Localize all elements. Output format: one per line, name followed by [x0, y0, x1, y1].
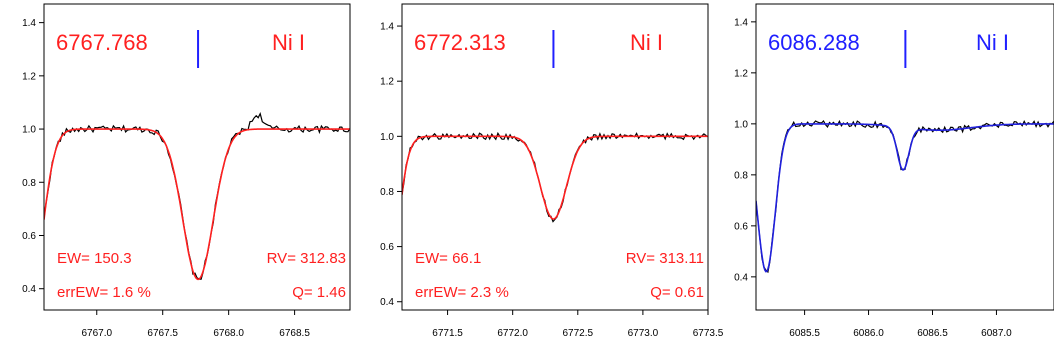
y-tick-label: 1.4: [380, 22, 394, 33]
x-tick-label: 6772.0: [497, 328, 528, 339]
y-tick-label: 0.8: [380, 187, 394, 198]
quality-label: Q= 0.61: [650, 284, 704, 301]
plot-frame: [43, 3, 351, 311]
x-tick-label: 6086.0: [853, 328, 884, 339]
y-tick-label: 1.2: [380, 77, 394, 88]
x-tick-label: 6086.5: [917, 328, 948, 339]
y-tick-label: 0.8: [734, 170, 748, 181]
ew-error-label: errEW= 1.6 %: [57, 284, 151, 301]
plot-frame: [401, 3, 709, 311]
line-wavelength-label: 6086.288: [768, 30, 860, 55]
y-tick-label: 0.4: [734, 272, 748, 283]
fit-curve-line: [756, 123, 1054, 273]
y-tick-label: 1.2: [734, 68, 748, 79]
observed-spectrum-line: [44, 112, 350, 280]
y-tick-label: 1.0: [734, 119, 748, 130]
y-tick-label: 0.6: [380, 242, 394, 253]
species-label: Ni I: [272, 30, 305, 55]
x-tick-label: 6768.0: [213, 328, 244, 339]
line-wavelength-label: 6772.313: [414, 30, 506, 55]
x-tick-label: 6085.5: [789, 328, 820, 339]
spectrum-panel-1: 0.4 0.6 0.8 1.0 1.2 1.4 6767.0 6767.5 6768.0 6768…: [22, 3, 351, 339]
x-tick-label: 6771.5: [432, 328, 463, 339]
ew-error-label: errEW= 2.3 %: [415, 284, 509, 301]
x-tick-label: 6773.5: [693, 328, 724, 339]
y-tick-label: 1.4: [734, 17, 748, 28]
y-tick-label: 0.4: [22, 284, 36, 295]
y-tick-label: 1.0: [380, 132, 394, 143]
x-tick-label: 6768.5: [279, 328, 310, 339]
observed-spectrum-line: [756, 119, 1054, 274]
equivalent-width-label: EW= 150.3: [57, 250, 132, 267]
radial-velocity-label: RV= 313.11: [626, 250, 704, 267]
quality-label: Q= 1.46: [292, 284, 346, 301]
x-tick-label: 6772.5: [562, 328, 593, 339]
y-tick-label: 0.8: [22, 178, 36, 189]
fit-curve-line: [402, 135, 708, 220]
y-tick-label: 1.2: [22, 71, 36, 82]
radial-velocity-label: RV= 312.83: [267, 250, 346, 267]
species-label: Ni I: [976, 30, 1009, 55]
plot-frame: [755, 3, 1054, 311]
y-tick-label: 1.4: [22, 18, 36, 29]
equivalent-width-label: EW= 66.1: [415, 250, 481, 267]
y-tick-label: 0.6: [734, 221, 748, 232]
y-tick-label: 0.4: [380, 297, 394, 308]
x-tick-label: 6087.0: [981, 328, 1012, 339]
spectrum-panel-2: 0.4 0.6 0.8 1.0 1.2 1.4 6771.5 6772.0 6772.5 6773…: [380, 3, 724, 339]
y-tick-label: 1.0: [22, 125, 36, 136]
spectrum-panel-3: 0.4 0.6 0.8 1.0 1.2 1.4 6085.5 6086.0 6086.5 6087…: [734, 3, 1054, 339]
line-wavelength-label: 6767.768: [56, 30, 148, 55]
fit-curve-line: [44, 128, 350, 281]
x-tick-label: 6767.0: [81, 328, 112, 339]
species-label: Ni I: [630, 30, 663, 55]
observed-spectrum-line: [402, 131, 708, 223]
x-tick-label: 6767.5: [147, 328, 178, 339]
x-tick-label: 6773.0: [628, 328, 659, 339]
y-tick-label: 0.6: [22, 231, 36, 242]
